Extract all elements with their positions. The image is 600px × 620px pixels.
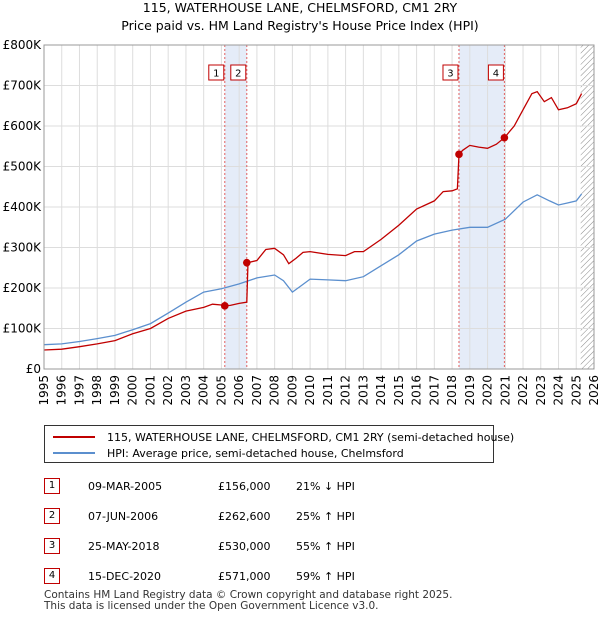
x-tick-label: 2005 — [214, 375, 228, 406]
x-tick-label: 2007 — [250, 375, 264, 406]
transaction-date: 15-DEC-2020 — [88, 570, 162, 583]
transaction-hpi: 55% ↑ HPI — [296, 540, 355, 553]
table-row: 3 25-MAY-2018 £530,000 55% ↑ HPI — [44, 538, 464, 556]
x-tick-label: 2015 — [392, 375, 406, 406]
x-tick-label: 2024 — [552, 375, 566, 406]
x-tick-label: 2001 — [143, 375, 157, 406]
transaction-label: 4 — [493, 69, 499, 80]
chart-title: 115, WATERHOUSE LANE, CHELMSFORD, CM1 2R… — [143, 0, 458, 15]
x-tick-label: 2026 — [587, 375, 600, 406]
transaction-price: £571,000 — [218, 570, 271, 583]
footer-licence: This data is licensed under the Open Gov… — [44, 600, 379, 612]
price-chart: 115, WATERHOUSE LANE, CHELMSFORD, CM1 2R… — [3, 0, 600, 406]
transaction-label-box: 4 — [487, 64, 504, 81]
x-tick-label: 2023 — [534, 375, 548, 406]
x-tick-label: 2009 — [285, 375, 299, 406]
footer-copyright: Contains HM Land Registry data © Crown c… — [44, 589, 453, 601]
x-tick-label: 1996 — [55, 375, 69, 406]
x-tick-label: 2003 — [179, 375, 193, 406]
transaction-label: 1 — [213, 69, 219, 80]
y-tick-label: £500K — [3, 160, 43, 174]
transaction-point — [500, 133, 509, 142]
x-tick-label: 2020 — [481, 375, 495, 406]
label-box-border — [208, 64, 225, 81]
x-tick-label: 1997 — [72, 375, 86, 406]
table-row: 1 09-MAR-2005 £156,000 21% ↓ HPI — [44, 478, 464, 496]
x-tick-label: 2022 — [516, 375, 530, 406]
y-tick-label: £0 — [26, 362, 41, 376]
x-tick-label: 2025 — [569, 375, 583, 406]
x-tick-label: 2021 — [498, 375, 512, 406]
table-row: 2 07-JUN-2006 £262,600 25% ↑ HPI — [44, 508, 464, 526]
x-tick-label: 2011 — [321, 375, 335, 406]
x-tick-label: 2017 — [427, 375, 441, 406]
plot-border — [43, 44, 595, 370]
y-tick-label: £700K — [3, 79, 43, 93]
y-tick-label: £800K — [3, 38, 43, 52]
transaction-price: £262,600 — [218, 510, 271, 523]
transaction-label: 2 — [235, 69, 241, 80]
y-tick-label: £400K — [3, 200, 43, 214]
x-tick-label: 2012 — [339, 375, 353, 406]
label-box-border — [487, 64, 504, 81]
y-tick-label: £600K — [3, 119, 43, 133]
hpi-series-line — [43, 193, 583, 346]
x-tick-label: 2002 — [161, 375, 175, 406]
x-tick-label: 2014 — [374, 375, 388, 406]
legend-swatch-hpi — [53, 452, 95, 454]
x-tick-label: 1998 — [90, 375, 104, 406]
transaction-point — [455, 150, 463, 159]
x-tick-label: 2019 — [463, 375, 477, 406]
y-tick-label: £200K — [3, 281, 43, 295]
legend-item-hpi: HPI: Average price, semi-detached house,… — [53, 445, 404, 461]
transaction-number: 3 — [44, 538, 60, 554]
x-tick-label: 2018 — [445, 375, 459, 406]
x-tick-label: 1995 — [37, 375, 51, 406]
transaction-point — [220, 302, 229, 310]
x-tick-label: 1999 — [108, 375, 122, 406]
chart-subtitle: Price paid vs. HM Land Registry's House … — [121, 18, 478, 33]
legend-label-property: 115, WATERHOUSE LANE, CHELMSFORD, CM1 2R… — [107, 430, 515, 444]
transaction-label: 3 — [447, 69, 453, 80]
label-box-border — [442, 64, 459, 81]
label-box-border — [230, 64, 247, 81]
transaction-date: 25-MAY-2018 — [88, 540, 160, 553]
y-tick-label: £300K — [3, 241, 43, 255]
transaction-date: 09-MAR-2005 — [88, 480, 163, 493]
y-tick-label: £100K — [3, 322, 43, 336]
transaction-number: 2 — [44, 508, 60, 524]
transaction-point — [242, 258, 251, 267]
transaction-label-box: 3 — [442, 64, 459, 81]
x-tick-label: 2004 — [197, 375, 211, 406]
legend-label-hpi: HPI: Average price, semi-detached house,… — [107, 446, 404, 460]
legend-item-property: 115, WATERHOUSE LANE, CHELMSFORD, CM1 2R… — [53, 429, 514, 445]
x-tick-label: 2008 — [268, 375, 282, 406]
price-series-line — [43, 90, 583, 351]
x-tick-label: 2013 — [356, 375, 370, 406]
transaction-price: £156,000 — [218, 480, 271, 493]
chart-legend: 115, WATERHOUSE LANE, CHELMSFORD, CM1 2R… — [44, 425, 514, 463]
transaction-number: 4 — [44, 568, 60, 584]
transaction-label-box: 1 — [208, 64, 225, 81]
x-tick-label: 2016 — [410, 375, 424, 406]
transaction-hpi: 59% ↑ HPI — [296, 570, 355, 583]
x-tick-label: 2010 — [303, 375, 317, 406]
transaction-hpi: 25% ↑ HPI — [296, 510, 355, 523]
x-tick-label: 2000 — [126, 375, 140, 406]
transaction-price: £530,000 — [218, 540, 271, 553]
legend-swatch-property — [53, 436, 95, 438]
transaction-label-box: 2 — [230, 64, 247, 81]
x-tick-label: 2006 — [232, 375, 246, 406]
table-row: 4 15-DEC-2020 £571,000 59% ↑ HPI — [44, 568, 464, 586]
transaction-number: 1 — [44, 478, 60, 494]
transaction-hpi: 21% ↓ HPI — [296, 480, 355, 493]
transaction-date: 07-JUN-2006 — [88, 510, 159, 523]
footer-attribution: Contains HM Land Registry data © Crown c… — [44, 590, 452, 612]
